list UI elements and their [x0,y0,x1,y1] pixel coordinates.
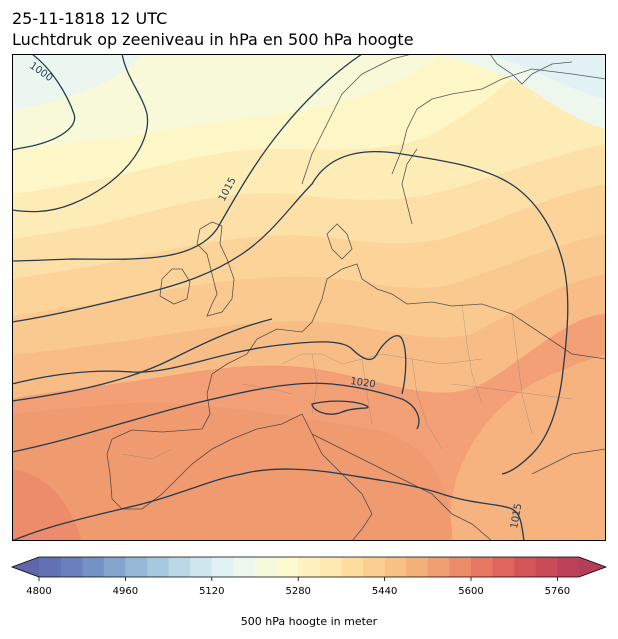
colorbar-cell [298,557,321,577]
isobar-label-1020: 1020 [350,376,377,390]
colorbar-max-extend [579,557,606,577]
colorbar-cell [190,557,213,577]
colorbar-cell [557,557,580,577]
colorbar-cell [39,557,62,577]
colorbar-cell [168,557,191,577]
colorbar-cell [535,557,558,577]
colorbar-cell [255,557,278,577]
isobar-label-1015-south: 1015 [509,503,524,530]
colorbar: 48004960512052805440560057605920 500 hPa… [10,556,608,628]
colorbar-cell [384,557,407,577]
colorbar-tick-label: 5280 [285,586,310,597]
colorbar-tick-label: 5760 [545,586,570,597]
colorbar-tick-label: 5120 [199,586,224,597]
colorbar-cell [276,557,299,577]
colorbar-cell [211,557,234,577]
colorbar-cell [514,557,537,577]
colorbar-cell [125,557,148,577]
colorbar-cell [427,557,450,577]
colorbar-tick-label: 4800 [26,586,51,597]
colorbar-cell [471,557,494,577]
coastlines [106,54,606,541]
colorbar-ticks: 48004960512052805440560057605920 [26,577,570,597]
colorbar-cell [60,557,83,577]
colorbar-cell [363,557,386,577]
pressure-height-map: 1000 1015 1020 1015 [12,54,606,541]
colorbar-tick-label: 5600 [458,586,483,597]
colorbar-cell [319,557,342,577]
isobars [12,54,569,541]
colorbar-min-extend [12,557,39,577]
colorbar-cell [82,557,105,577]
colorbar-cell [233,557,256,577]
height-bands [12,54,606,541]
country-borders [121,303,573,460]
colorbar-cell [449,557,472,577]
colorbar-tick-label: 4960 [113,586,138,597]
map-valid-time: 25-11-1818 12 UTC [12,9,168,28]
colorbar-cell [341,557,364,577]
colorbar-cell [103,557,126,577]
map-title: Luchtdruk op zeeniveau in hPa en 500 hPa… [12,30,414,49]
colorbar-cell [147,557,170,577]
map-frame [12,54,606,541]
colorbar-cells [39,557,580,577]
colorbar-cell [406,557,429,577]
colorbar-cell [492,557,515,577]
colorbar-label: 500 hPa hoogte in meter [241,615,378,628]
colorbar-tick-label: 5440 [372,586,397,597]
